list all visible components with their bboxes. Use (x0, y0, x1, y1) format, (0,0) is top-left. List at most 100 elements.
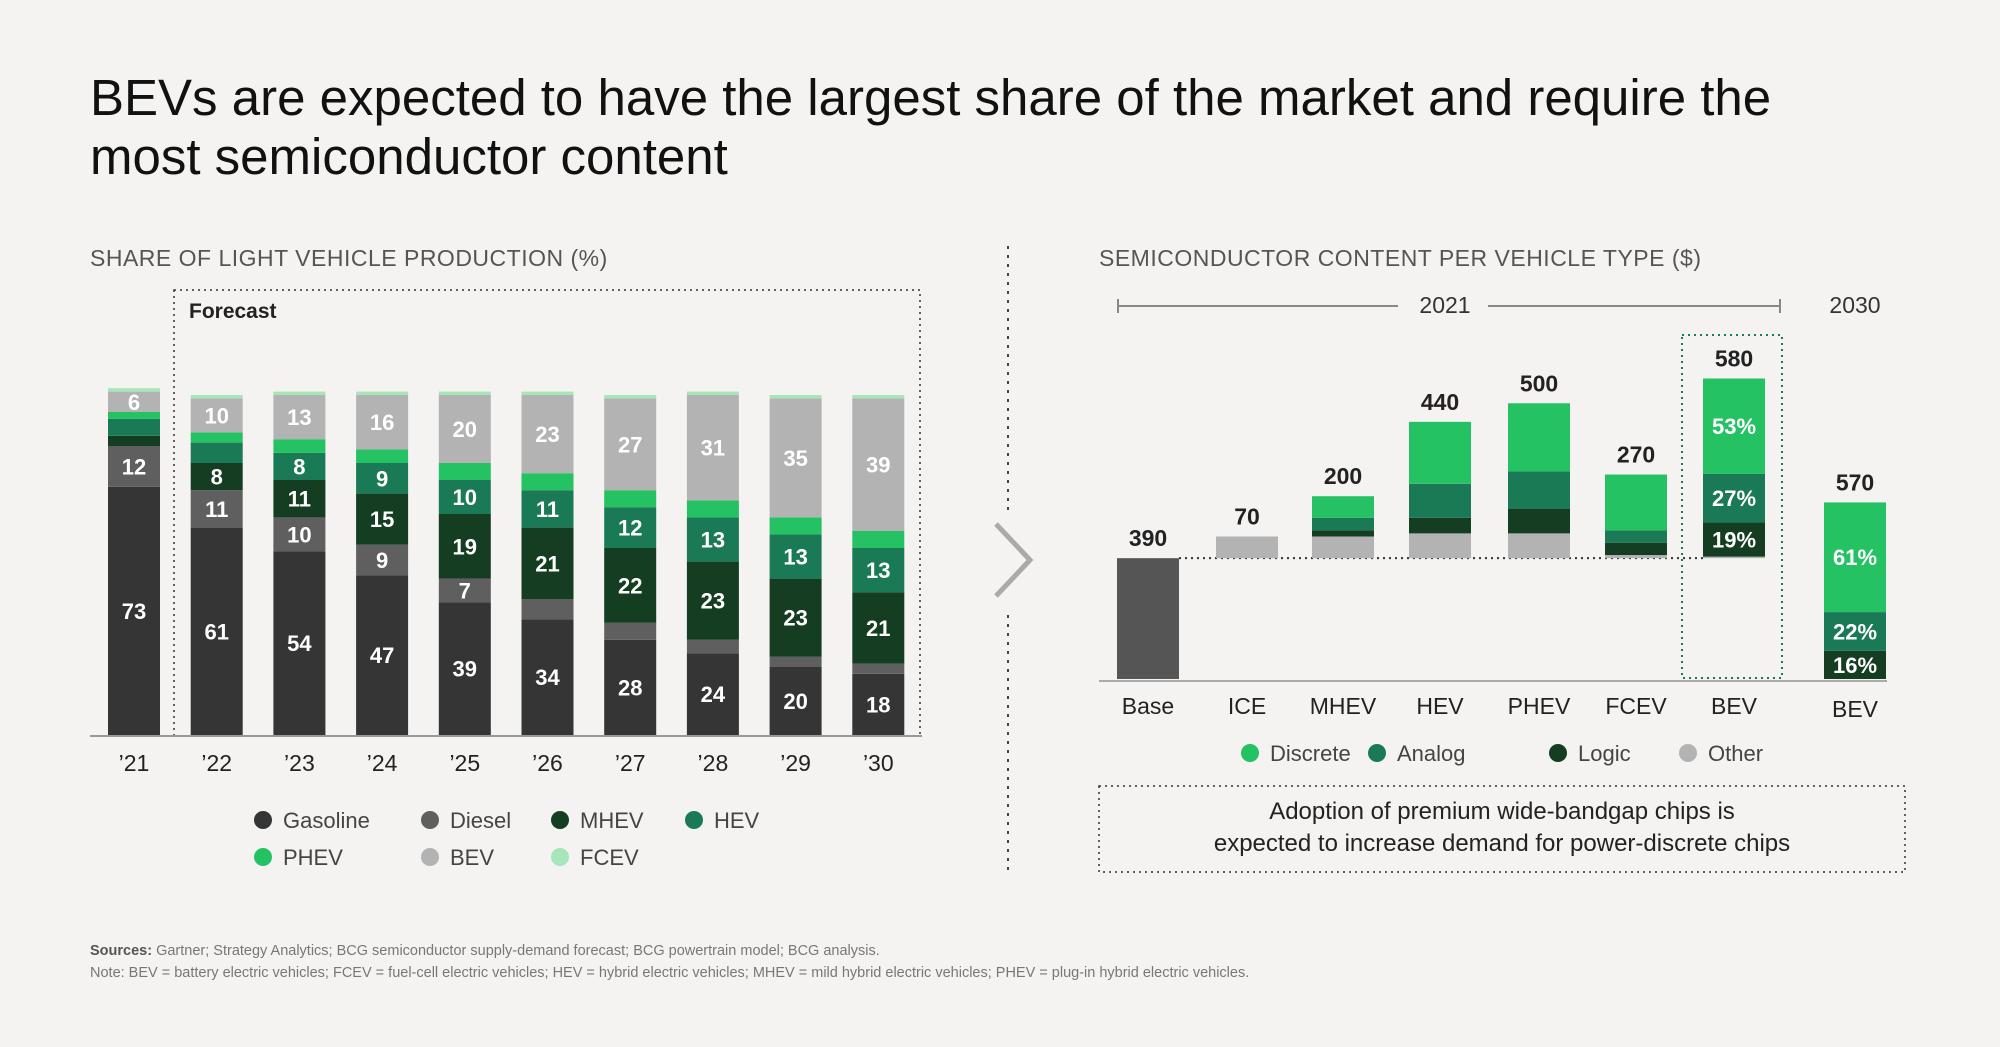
bar-fcev-1 (190, 395, 243, 399)
bar-other-phev (1508, 533, 1570, 559)
data-label: 7 (459, 579, 471, 604)
total-label: 440 (1421, 389, 1459, 415)
bar-fcev-8 (769, 395, 822, 399)
bar-other-bev (1703, 556, 1765, 559)
bar-fcev-5 (521, 391, 574, 395)
bar-other-ice (1216, 536, 1278, 559)
legend-marker-discrete (1241, 744, 1259, 762)
bar-diesel-3 (356, 544, 409, 576)
data-label: 8 (293, 454, 305, 479)
annotation-line-1: Adoption of premium wide-bandgap chips i… (1269, 798, 1735, 825)
data-label: 22 (618, 573, 642, 598)
bar-bev-7 (686, 395, 739, 501)
bar-discrete-mhev (1312, 496, 1374, 518)
bar-diesel-6 (604, 622, 657, 640)
data-label: 47 (370, 643, 394, 668)
data-label: 20 (783, 689, 807, 714)
x-tick-label: FCEV (1605, 693, 1667, 719)
data-label: 21 (866, 616, 890, 641)
data-label: 13 (783, 545, 807, 570)
data-label: 39 (453, 657, 477, 682)
bar-bev-9 (852, 398, 905, 531)
total-label: 570 (1836, 469, 1874, 495)
legend-marker-fcev (551, 848, 569, 866)
data-label: 19 (453, 534, 477, 559)
bar-bev-4 (438, 395, 491, 463)
bar-hev-6 (604, 507, 657, 548)
bar-diesel-5 (521, 599, 574, 620)
legend-marker-bev (421, 848, 439, 866)
legend-label: Analog (1397, 741, 1466, 766)
bar-mhev-0 (108, 435, 160, 446)
bar-diesel-7 (686, 639, 739, 654)
bar-mhev-4 (438, 514, 491, 579)
x-tick-label: BEV (1832, 696, 1879, 722)
bar-bev-8 (769, 398, 822, 518)
legend-marker-analog (1368, 744, 1386, 762)
note-line: Note: BEV = battery electric vehicles; F… (90, 965, 1250, 981)
bar-other-mhev (1312, 536, 1374, 559)
bar-phev-4 (438, 463, 491, 480)
total-label: 200 (1324, 463, 1362, 489)
data-label: 16 (370, 410, 394, 435)
data-label: 28 (618, 675, 642, 700)
forecast-box (173, 289, 921, 737)
segment-label: 16% (1833, 653, 1877, 678)
bar-logic-hev (1409, 517, 1471, 534)
bar-phev-8 (769, 517, 822, 535)
data-label: 9 (376, 548, 388, 573)
data-label: 54 (287, 631, 312, 656)
bar-gasoline-8 (769, 667, 822, 735)
legend-marker-hev (685, 811, 703, 829)
data-label: 24 (701, 682, 726, 707)
bar-discrete-hev (1409, 421, 1471, 484)
bar-bev-2 (273, 395, 326, 440)
chevron-right-icon (994, 522, 1034, 598)
legend-label: MHEV (580, 808, 644, 833)
total-label: 390 (1129, 525, 1167, 551)
bar-fcev-6 (604, 395, 657, 399)
bar-mhev-2 (273, 480, 326, 518)
right-chart-title: SEMICONDUCTOR CONTENT PER VEHICLE TYPE (… (1099, 245, 1701, 271)
bar-logic-mhev (1312, 530, 1374, 537)
bar-hev-2 (273, 452, 326, 480)
bar-other-hev (1409, 533, 1471, 559)
data-label: 13 (866, 558, 890, 583)
bar-gasoline-4 (438, 602, 491, 735)
bar-gasoline-9 (852, 673, 905, 735)
data-label: 8 (211, 465, 223, 490)
segment-label: 27% (1712, 486, 1756, 511)
data-label: 9 (376, 466, 388, 491)
annotation-box (1098, 785, 1906, 873)
data-label: 39 (866, 453, 890, 478)
x-tick-label: ’24 (367, 750, 398, 776)
bar-diesel-8 (769, 656, 822, 667)
x-tick-label: ’29 (780, 750, 811, 776)
bar-diesel-0 (108, 446, 160, 487)
forecast-label: Forecast (189, 300, 277, 323)
data-label: 11 (288, 487, 311, 512)
bar-diesel-1 (190, 490, 243, 528)
data-label: 35 (783, 446, 807, 471)
data-label: 12 (122, 454, 146, 479)
vehicle-production-chart: SHARE OF LIGHT VEHICLE PRODUCTION (%) For… (90, 245, 922, 870)
bar-mhev-6 (604, 548, 657, 623)
x-tick-label: MHEV (1310, 693, 1377, 719)
bar-analog-fcev (1605, 530, 1667, 543)
segment-label: 22% (1833, 619, 1877, 644)
legend-label: Discrete (1270, 741, 1351, 766)
bar-mhev-9 (852, 592, 905, 664)
bar-gasoline-0 (108, 486, 160, 735)
bar-gasoline-5 (521, 619, 574, 735)
panel-divider (994, 246, 1034, 875)
bar-hev-0 (108, 418, 160, 436)
bar-gasoline-6 (604, 639, 657, 735)
bar-phev-3 (356, 449, 409, 463)
data-label: 61 (204, 619, 228, 644)
bar-analog-hev (1409, 483, 1471, 518)
bar-mhev-7 (686, 561, 739, 640)
bar-mhev-5 (521, 527, 574, 599)
bar-gasoline-3 (356, 575, 409, 735)
legend-label: FCEV (580, 845, 639, 870)
